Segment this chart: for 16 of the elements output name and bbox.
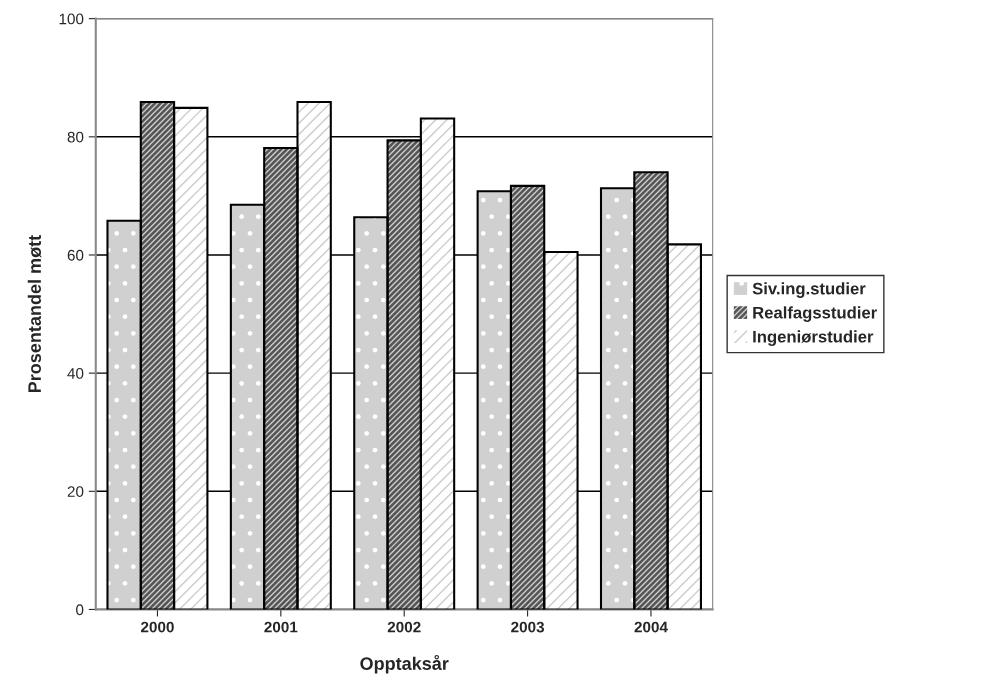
y-tick-label: 80 [67, 131, 84, 143]
legend-label: Siv.ing.studier [752, 282, 866, 298]
y-tick-label: 100 [59, 13, 84, 25]
y-tick-label: 20 [67, 486, 84, 497]
y-tick-label: 40 [67, 368, 84, 379]
x-tick-label: 2000 [140, 621, 174, 633]
x-tick-label: 2002 [387, 621, 421, 633]
x-tick-label: 2001 [264, 621, 298, 633]
y-tick-label: 60 [67, 249, 84, 261]
y-tick-label: 0 [76, 604, 84, 616]
legend-label: Ingeniørstudier [753, 330, 874, 346]
x-tick-label: 2003 [511, 621, 545, 633]
y-axis-title: Prosentandel møtt [27, 235, 42, 393]
legend-label: Realfagsstudier [753, 306, 877, 322]
x-axis-title: Opptaksår [360, 654, 449, 674]
x-tick-label: 2004 [634, 621, 668, 633]
